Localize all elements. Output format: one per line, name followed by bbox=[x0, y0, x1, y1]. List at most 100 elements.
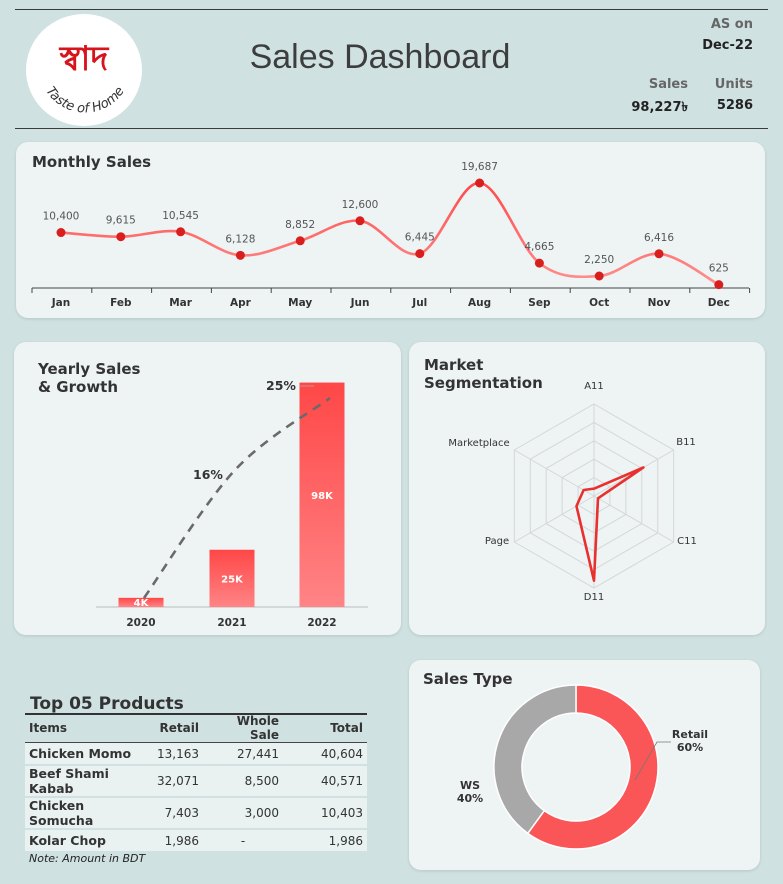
retail-pct: 60% bbox=[677, 741, 703, 754]
sales-kpi-value: 98,227৳ bbox=[631, 100, 688, 115]
yearly-bar bbox=[299, 382, 345, 607]
monthly-point bbox=[594, 271, 604, 281]
monthly-x-label: Dec bbox=[708, 297, 730, 309]
units-kpi-value: 5286 bbox=[716, 98, 753, 113]
monthly-data-label: 6,128 bbox=[225, 233, 255, 245]
svg-text:Taste of Home: Taste of Home bbox=[42, 84, 127, 117]
monthly-x-label: Oct bbox=[589, 297, 609, 309]
monthly-series-line bbox=[60, 181, 720, 286]
monthly-point bbox=[714, 280, 724, 290]
sales-kpi-label: Sales bbox=[648, 77, 688, 92]
product-name: Beef Shami Kabab bbox=[25, 765, 145, 798]
products-title: Top 05 Products bbox=[30, 694, 184, 714]
yearly-growth-line bbox=[142, 396, 331, 599]
monthly-data-label: 2,250 bbox=[584, 254, 614, 266]
product-total: 10,403 bbox=[283, 797, 367, 830]
monthly-sales-card: Monthly Sales 10,400 Jan 9,615 Feb 10,545 Mar… bbox=[16, 142, 765, 318]
yearly-bar bbox=[209, 549, 255, 607]
monthly-point bbox=[295, 236, 305, 246]
monthly-point bbox=[355, 216, 365, 226]
monthly-data-label: 19,687 bbox=[461, 161, 498, 173]
col-retail: Retail bbox=[145, 714, 203, 743]
radar-axis-label: Marketplace bbox=[448, 438, 509, 449]
sales-type-title: Sales Type bbox=[423, 670, 513, 688]
monthly-x-label: Mar bbox=[169, 297, 193, 309]
yearly-x-label: 2020 bbox=[126, 617, 155, 629]
radar-spoke bbox=[514, 495, 595, 543]
radar-axis-label: Page bbox=[485, 536, 509, 547]
monthly-x-label: Jan bbox=[51, 297, 70, 309]
product-wholesale: 3,000 bbox=[203, 797, 283, 830]
product-total: 1,986 bbox=[283, 829, 367, 853]
monthly-point bbox=[176, 227, 186, 237]
yearly-x-label: 2022 bbox=[307, 617, 336, 629]
monthly-data-label: 625 bbox=[709, 263, 729, 275]
sales-type-card: Sales Type Retail 60% WS 40% bbox=[409, 660, 760, 870]
market-title-line2: Segmentation bbox=[424, 374, 543, 392]
monthly-data-label: 4,665 bbox=[524, 241, 554, 253]
table-header-row: Items Retail Whole Sale Total bbox=[25, 714, 367, 743]
logo-tagline: Taste of Home bbox=[42, 84, 127, 117]
top-products-table: Items Retail Whole Sale Total Chicken Mo… bbox=[25, 714, 367, 853]
product-retail: 13,163 bbox=[145, 742, 203, 766]
monthly-data-label: 6,416 bbox=[644, 232, 674, 244]
growth-label: 25% bbox=[266, 378, 296, 393]
yearly-bar-label: 25K bbox=[221, 574, 244, 585]
product-retail: 1,986 bbox=[145, 829, 203, 853]
yearly-bar-label: 4K bbox=[134, 598, 150, 609]
ws-pct: 40% bbox=[457, 792, 483, 805]
monthly-point bbox=[654, 249, 664, 259]
monthly-data-label: 9,615 bbox=[106, 215, 136, 227]
product-wholesale: 8,500 bbox=[203, 765, 283, 798]
monthly-x-label: Jun bbox=[350, 297, 370, 309]
monthly-x-label: Aug bbox=[468, 297, 491, 309]
monthly-point bbox=[415, 249, 425, 259]
radar-series bbox=[575, 466, 645, 582]
col-total: Total bbox=[283, 714, 367, 743]
yearly-sales-title: Yearly Sales & Growth bbox=[38, 360, 141, 396]
product-wholesale: - bbox=[203, 829, 283, 853]
units-kpi-label: Units bbox=[714, 77, 753, 92]
yearly-sales-card: Yearly Sales & Growth 4K 2020 25K 2021 98K 20… bbox=[14, 342, 401, 635]
product-wholesale: 27,441 bbox=[203, 742, 283, 766]
table-row: Chicken Momo 13,163 27,441 40,604 bbox=[25, 742, 367, 766]
as-on-label: AS on bbox=[710, 17, 753, 32]
header-bottom-rule bbox=[15, 128, 768, 129]
product-total: 40,571 bbox=[283, 765, 367, 798]
monthly-x-label: Sep bbox=[528, 297, 551, 309]
table-row: Kolar Chop 1,986 - 1,986 bbox=[25, 829, 367, 853]
page-title: Sales Dashboard bbox=[249, 38, 511, 76]
product-name: Chicken Momo bbox=[25, 742, 145, 766]
monthly-x-label: Nov bbox=[648, 297, 671, 309]
radar-spoke bbox=[593, 495, 674, 543]
monthly-x-label: Feb bbox=[110, 297, 132, 309]
monthly-point bbox=[475, 178, 485, 188]
col-wholesale: Whole Sale bbox=[203, 714, 283, 743]
monthly-data-label: 8,852 bbox=[285, 219, 315, 231]
radar-axis-label: A11 bbox=[584, 381, 604, 392]
monthly-point bbox=[116, 232, 126, 242]
monthly-sales-title: Monthly Sales bbox=[32, 153, 152, 171]
product-name: Chicken Somucha bbox=[25, 797, 145, 830]
product-retail: 7,403 bbox=[145, 797, 203, 830]
yearly-bar-label: 98K bbox=[311, 491, 334, 502]
monthly-data-label: 6,445 bbox=[405, 232, 435, 244]
radar-axis-label: C11 bbox=[677, 536, 697, 547]
col-items: Items bbox=[25, 714, 145, 743]
market-title: Market Segmentation bbox=[424, 356, 543, 392]
monthly-point bbox=[534, 258, 544, 268]
monthly-data-label: 10,400 bbox=[43, 211, 80, 223]
yearly-bar bbox=[118, 597, 164, 607]
ws-label: WS bbox=[460, 779, 480, 792]
as-on-value: Dec-22 bbox=[702, 38, 753, 53]
table-row: Chicken Somucha 7,403 3,000 10,403 bbox=[25, 797, 367, 830]
monthly-x-label: May bbox=[288, 297, 312, 309]
yearly-sales-chart: 4K 2020 25K 2021 98K 2022 16% 25% bbox=[96, 378, 368, 629]
currency-note: Note: Amount in BDT bbox=[29, 852, 146, 865]
table-row: Beef Shami Kabab 32,071 8,500 40,571 bbox=[25, 765, 367, 798]
header-top-rule bbox=[15, 9, 768, 10]
product-name: Kolar Chop bbox=[25, 829, 145, 853]
product-total: 40,604 bbox=[283, 742, 367, 766]
radar-axis-label: D11 bbox=[584, 592, 604, 603]
